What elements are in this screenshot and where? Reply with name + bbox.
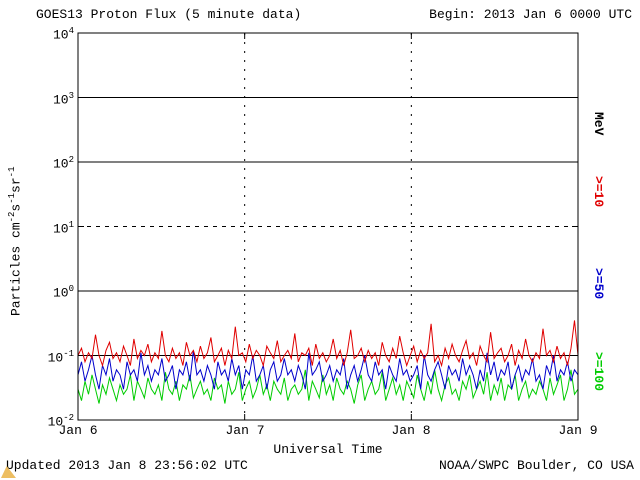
x-tick-jan9: Jan 9 [558, 423, 598, 438]
right-label-100: >=100 [591, 352, 606, 392]
right-label-10: >=10 [591, 176, 606, 208]
y-tick-label: 102 [52, 155, 74, 172]
noaa-swpc-credit: NOAA/SWPC Boulder, CO USA [438, 458, 634, 473]
series-100MeV [77, 369, 579, 404]
right-label-50: >=50 [591, 268, 606, 300]
y-tick-label: 100 [52, 284, 74, 301]
y-tick-label: 104 [52, 26, 74, 43]
x-tick-jan8: Jan 8 [391, 423, 431, 438]
x-axis-title: Universal Time [273, 442, 383, 457]
series-10MeV [77, 320, 579, 368]
x-tick-jan7: Jan 7 [225, 423, 265, 438]
y-tick-label: 103 [52, 90, 74, 107]
chart-title: GOES13 Proton Flux (5 minute data) [36, 7, 302, 22]
x-tick-jan6: Jan 6 [58, 423, 98, 438]
series-50MeV [77, 350, 579, 390]
y-tick-label: 10-2 [47, 413, 74, 430]
y-tick-label: 10-1 [47, 348, 74, 365]
right-label-mev: MeV [591, 112, 606, 136]
y-axis-title: Particles cm-2s-1sr-1 [7, 166, 24, 316]
plot-border [77, 32, 579, 421]
updated-timestamp: Updated 2013 Jan 8 23:56:02 UTC [6, 458, 248, 473]
y-tick-label: 101 [52, 219, 74, 236]
begin-time-label: Begin: 2013 Jan 6 0000 UTC [429, 7, 632, 22]
